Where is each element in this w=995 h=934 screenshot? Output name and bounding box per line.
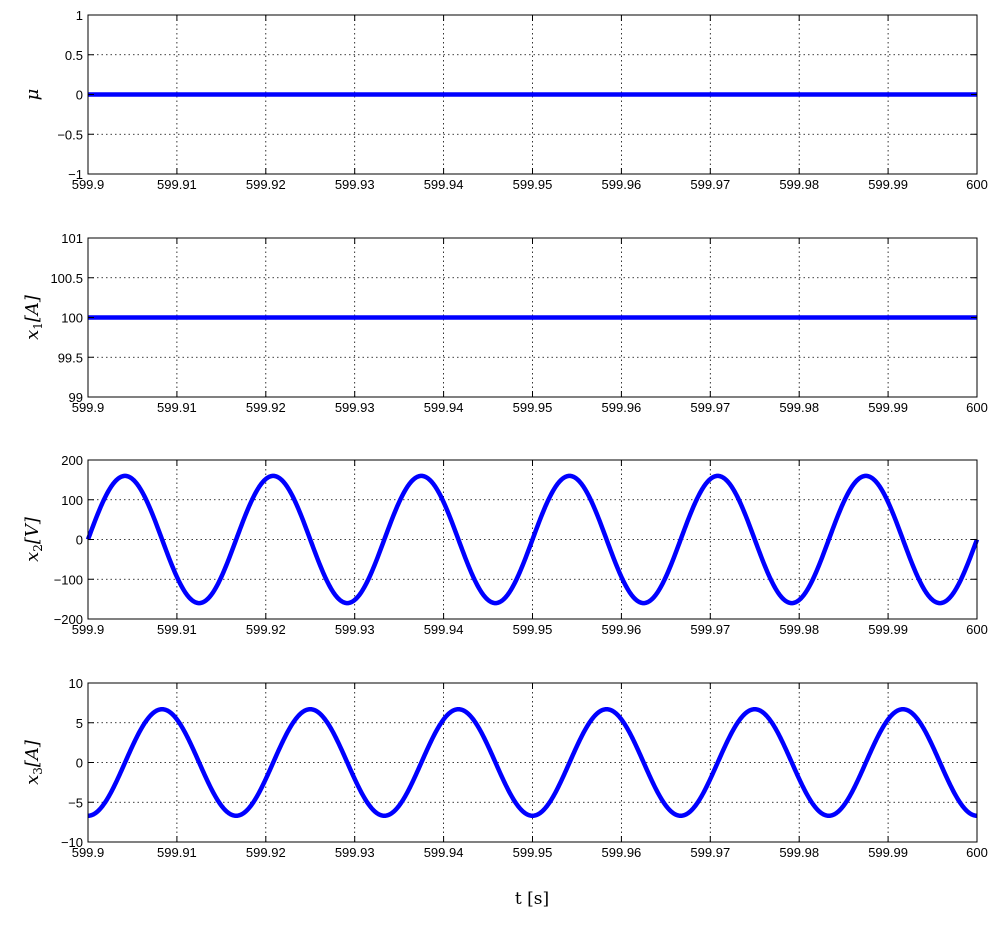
x-tick-label: 599.9 [72,845,105,860]
subplot-3: 599.9 599.91 599.92 599.93 599.94 599.95 599.9… [22,453,988,637]
x-tick-label: 599.92 [246,177,286,192]
x-tick-label: 599.98 [779,622,819,637]
series-line-1 [85,473,980,606]
subplot-2: 599.9 599.91 599.92 599.93 599.94 599.95 599.9… [22,231,988,415]
x-tick-label: 599.99 [868,177,908,192]
x-axis-label: t [s] [515,889,549,909]
x-tick-label: 599.94 [424,400,464,415]
x-tick-label: 599.95 [513,845,553,860]
x-tick-label: 599.98 [779,400,819,415]
x-tick-label: 599.93 [335,845,375,860]
y-tick-label: −1 [68,167,83,182]
x-tick-label: 600 [966,622,988,637]
x-tick-label: 599.95 [513,177,553,192]
x-tick-label: 599.97 [690,622,730,637]
y-tick-label: 100 [61,493,83,508]
x-tick-label: 599.96 [602,177,642,192]
y-tick-label: 0.5 [65,48,83,63]
x-tick-label: 599.93 [335,177,375,192]
y-axis-label: x3[A] [22,739,45,785]
x-tick-label: 599.97 [690,177,730,192]
y-tick-label: 200 [61,453,83,468]
x-tick-label: 599.96 [602,845,642,860]
y-axis-label: x2[V] [22,516,45,562]
y-axis-label: x1[A] [22,294,45,340]
x-tick-label: 599.9 [72,177,105,192]
x-tick-label: 599.97 [690,845,730,860]
y-tick-label: 99.5 [58,350,83,365]
x-tick-label: 599.94 [424,622,464,637]
subplot-4: 599.9 599.91 599.92 599.93 599.94 599.95 599.9… [22,676,988,860]
x-tick-label: 599.9 [72,622,105,637]
x-tick-label: 599.93 [335,622,375,637]
series-line-1 [86,706,979,819]
x-tick-label: 599.95 [513,622,553,637]
y-tick-label: −100 [54,572,83,587]
subplot-1: 599.9 599.91 599.92 599.93 599.94 599.95 599.9… [22,8,988,192]
y-tick-label: 0 [76,756,83,771]
y-tick-label: −10 [61,835,83,850]
x-tick-label: 599.98 [779,845,819,860]
y-tick-label: 0 [76,88,83,103]
y-tick-label: 100.5 [50,271,83,286]
y-tick-label: −200 [54,612,83,627]
x-tick-label: 599.97 [690,400,730,415]
x-tick-label: 599.91 [157,622,197,637]
x-tick-label: 599.91 [157,400,197,415]
x-tick-label: 599.99 [868,400,908,415]
y-tick-label: −5 [68,795,83,810]
x-tick-label: 599.92 [246,622,286,637]
x-tick-label: 599.93 [335,400,375,415]
x-tick-label: 599.92 [246,845,286,860]
y-tick-label: 101 [61,231,83,246]
x-tick-label: 599.95 [513,400,553,415]
x-tick-label: 600 [966,400,988,415]
y-tick-label: 0 [76,533,83,548]
x-tick-label: 599.92 [246,400,286,415]
x-tick-label: 600 [966,177,988,192]
x-tick-label: 599.91 [157,845,197,860]
x-tick-label: 599.96 [602,622,642,637]
x-tick-label: 599.9 [72,400,105,415]
y-tick-label: 99 [69,390,83,405]
x-tick-label: 599.94 [424,845,464,860]
x-tick-label: 599.99 [868,622,908,637]
x-tick-label: 599.99 [868,845,908,860]
x-tick-label: 599.91 [157,177,197,192]
y-tick-label: −0.5 [57,127,83,142]
x-tick-label: 599.94 [424,177,464,192]
y-tick-label: 10 [69,676,83,691]
y-tick-label: 1 [76,8,83,23]
x-tick-label: 599.96 [602,400,642,415]
y-tick-label: 100 [61,311,83,326]
x-tick-label: 600 [966,845,988,860]
y-axis-label: μ [22,89,43,101]
y-tick-label: 5 [76,716,83,731]
x-tick-label: 599.98 [779,177,819,192]
